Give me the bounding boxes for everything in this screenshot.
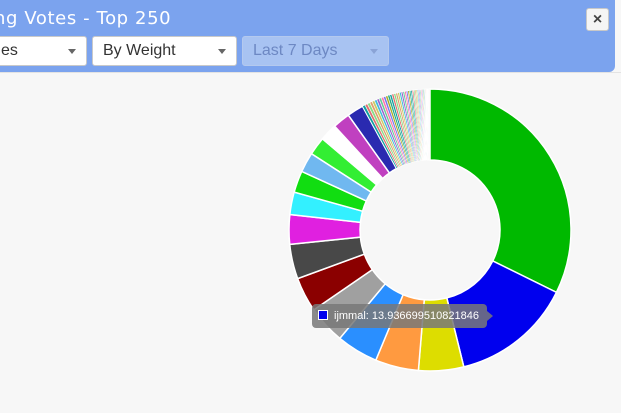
header-divider: [0, 72, 621, 73]
tooltip-swatch: [318, 310, 328, 320]
panel-header: ng Votes - Top 250 × es By Weight Last 7…: [0, 0, 615, 72]
tooltip-label: ijmmal: [334, 310, 366, 322]
chevron-down-icon: [68, 49, 76, 54]
chevron-down-icon: [370, 49, 378, 54]
panel-title: ng Votes - Top 250: [0, 8, 172, 29]
weight-select-value: By Weight: [103, 42, 176, 59]
close-button[interactable]: ×: [586, 8, 609, 31]
period-select-value: Last 7 Days: [253, 42, 338, 59]
chart-tooltip: ijmmal: 13.936699510821846: [312, 304, 493, 328]
chevron-down-icon: [218, 49, 226, 54]
donut-slice[interactable]: [429, 88, 572, 294]
type-select-value: es: [1, 42, 18, 59]
type-select[interactable]: es: [0, 36, 87, 66]
weight-select[interactable]: By Weight: [92, 36, 237, 66]
period-select: Last 7 Days: [242, 36, 389, 66]
tooltip-value: 13.936699510821846: [371, 310, 479, 322]
